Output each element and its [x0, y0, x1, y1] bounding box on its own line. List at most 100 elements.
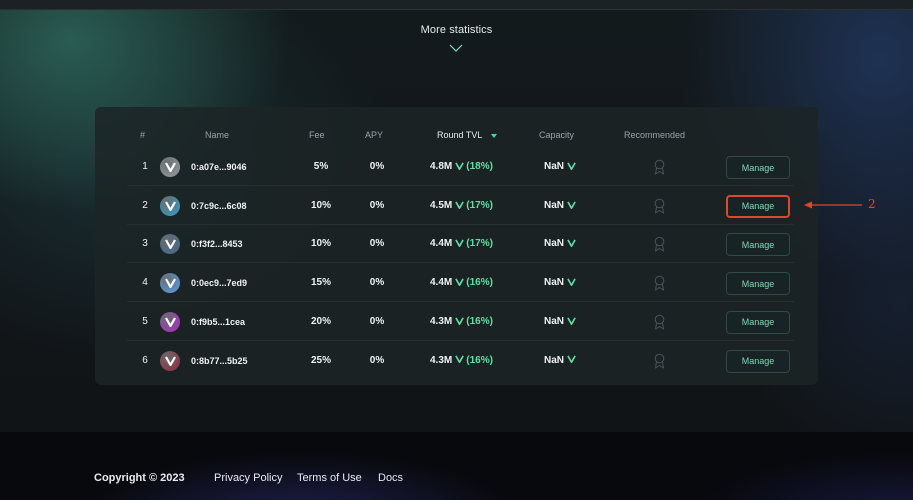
validator-avatar-icon — [160, 273, 180, 294]
token-v-icon — [567, 343, 576, 364]
column-header-round-tvl[interactable]: Round TVL — [437, 130, 483, 140]
column-header-capacity[interactable]: Capacity — [539, 130, 575, 140]
recommended-badge-icon — [653, 314, 666, 330]
table-row: 1 0:a07e...9046 5% 0% 4.8M (18%) NaN Manage — [95, 148, 818, 186]
row-capacity: NaN — [544, 342, 578, 380]
row-round-tvl: 4.8M (18%) — [430, 148, 493, 186]
recommended-badge-icon — [653, 198, 666, 214]
token-v-icon — [455, 149, 465, 170]
terms-of-use-link[interactable]: Terms of Use — [297, 472, 362, 484]
column-header-name[interactable]: Name — [205, 130, 230, 140]
row-divider — [127, 185, 794, 186]
column-header-recommended: Recommended — [624, 130, 686, 140]
row-rank: 5 — [142, 315, 148, 327]
row-fee: 25% — [310, 354, 331, 366]
row-apy: 0% — [369, 354, 385, 366]
row-divider — [127, 339, 794, 341]
row-fee: 20% — [310, 315, 331, 327]
row-rank: 3 — [142, 238, 148, 250]
tvl-percent: (17%) — [466, 238, 493, 250]
row-apy: 0% — [369, 315, 385, 327]
row-rank: 6 — [142, 354, 148, 366]
row-apy: 0% — [369, 199, 385, 211]
table-row: 5 0:f9b5...1cea 20% 0% 4.3M (16%) NaN Manage — [95, 303, 818, 341]
docs-link[interactable]: Docs — [378, 472, 404, 484]
token-v-icon — [567, 226, 576, 248]
capacity-value: NaN — [544, 277, 565, 289]
row-apy: 0% — [369, 161, 385, 172]
row-fee: 10% — [310, 238, 331, 250]
column-header-apy[interactable]: APY — [365, 130, 384, 140]
row-capacity: NaN — [544, 303, 578, 341]
row-capacity: NaN — [544, 148, 578, 186]
validator-address[interactable]: 0:f3f2...8453 — [191, 239, 243, 250]
tvl-percent: (16%) — [466, 315, 493, 327]
manage-button[interactable]: Manage — [726, 194, 790, 218]
table-row: 6 0:8b77...5b25 25% 0% 4.3M (16%) NaN Manage — [95, 342, 818, 380]
capacity-value: NaN — [544, 238, 565, 250]
table-row: 3 0:f3f2...8453 10% 0% 4.4M (17%) NaN Manage — [95, 225, 818, 264]
validator-address[interactable]: 0:7c9c...6c08 — [191, 200, 247, 211]
recommended-badge-icon — [653, 159, 666, 175]
row-apy: 0% — [369, 238, 385, 250]
capacity-value: NaN — [544, 161, 565, 172]
tvl-value: 4.3M — [430, 354, 453, 366]
row-round-tvl: 4.4M (16%) — [430, 264, 493, 302]
privacy-policy-link[interactable]: Privacy Policy — [214, 472, 283, 484]
token-v-icon — [567, 265, 576, 286]
validator-avatar-icon — [160, 350, 180, 371]
validator-avatar-icon — [160, 311, 180, 332]
more-statistics-toggle[interactable]: More statistics — [420, 24, 493, 36]
token-v-icon — [567, 304, 576, 325]
token-v-icon — [455, 343, 465, 364]
validators-table: # Name Fee APY Round TVL Capacity Recomm… — [95, 107, 818, 385]
row-rank: 2 — [142, 199, 148, 211]
manage-button[interactable]: Manage — [726, 272, 790, 296]
chevron-down-icon[interactable] — [449, 43, 463, 53]
token-v-icon — [455, 226, 465, 248]
tvl-percent: (16%) — [466, 354, 493, 366]
tvl-value: 4.8M — [430, 161, 453, 172]
row-divider — [127, 301, 794, 303]
top-bar — [0, 0, 913, 10]
row-capacity: NaN — [544, 187, 578, 225]
validator-address[interactable]: 0:0ec9...7ed9 — [191, 278, 248, 289]
row-round-tvl: 4.4M (17%) — [430, 225, 493, 263]
row-rank: 4 — [142, 277, 148, 289]
table-row: 2 0:7c9c...6c08 10% 0% 4.5M (17%) NaN Manage — [95, 187, 818, 225]
tvl-percent: (18%) — [466, 161, 493, 172]
column-header-fee[interactable]: Fee — [309, 130, 325, 140]
token-v-icon — [455, 265, 465, 286]
recommended-badge-icon — [653, 236, 666, 252]
row-divider — [127, 262, 794, 264]
row-round-tvl: 4.3M (16%) — [430, 342, 493, 380]
row-capacity: NaN — [544, 264, 578, 302]
recommended-badge-icon — [653, 275, 666, 291]
sort-descending-icon[interactable] — [491, 134, 497, 138]
annotation-label: 2 — [868, 197, 876, 211]
recommended-badge-icon — [653, 353, 666, 369]
token-v-icon — [455, 188, 465, 209]
token-v-icon — [455, 304, 465, 325]
token-v-icon — [567, 188, 576, 209]
tvl-value: 4.4M — [430, 238, 453, 250]
manage-button[interactable]: Manage — [726, 233, 790, 257]
annotation-arrow — [804, 201, 862, 209]
row-apy: 0% — [369, 277, 385, 289]
tvl-percent: (17%) — [466, 199, 493, 211]
row-round-tvl: 4.5M (17%) — [430, 187, 493, 225]
manage-button[interactable]: Manage — [726, 349, 790, 373]
validator-address[interactable]: 0:8b77...5b25 — [191, 355, 248, 366]
validator-address[interactable]: 0:a07e...9046 — [191, 162, 247, 172]
tvl-percent: (16%) — [466, 277, 493, 289]
row-divider — [127, 223, 794, 225]
capacity-value: NaN — [544, 315, 565, 327]
manage-button[interactable]: Manage — [726, 310, 790, 334]
validator-address[interactable]: 0:f9b5...1cea — [191, 316, 246, 327]
row-round-tvl: 4.3M (16%) — [430, 303, 493, 341]
row-fee: 5% — [313, 161, 329, 172]
copyright-text: Copyright © 2023 — [94, 472, 185, 484]
row-fee: 10% — [310, 199, 331, 211]
footer: Copyright © 2023 Privacy Policy Terms of… — [0, 432, 913, 500]
manage-button[interactable]: Manage — [726, 156, 790, 179]
